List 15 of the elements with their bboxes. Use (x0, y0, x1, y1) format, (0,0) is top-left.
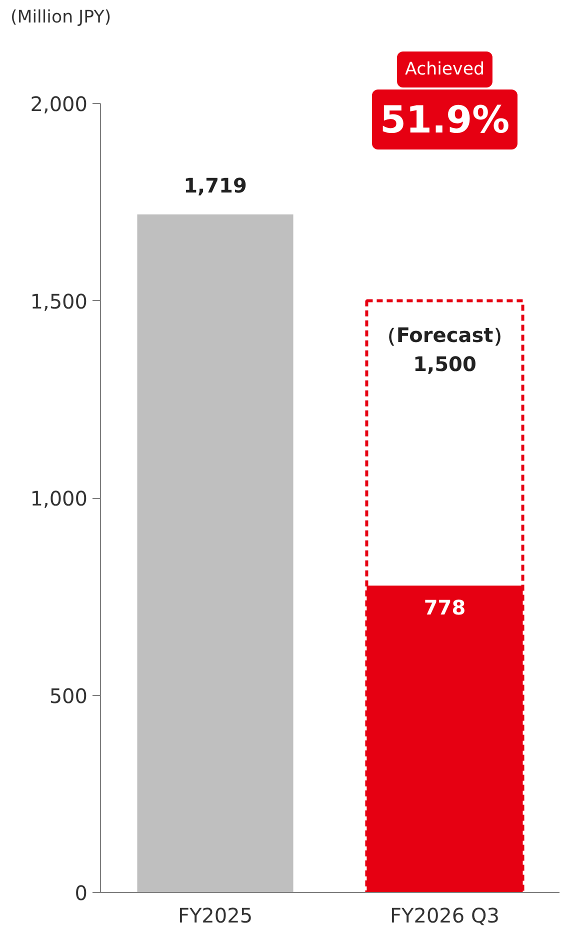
text: Achieved (405, 60, 484, 80)
y-tick-label: 0 (74, 881, 88, 905)
bar (365, 299, 524, 892)
data-label: 1,719 (184, 173, 247, 198)
x-tick-label: FY2026 Q3 (390, 904, 500, 928)
annotation: 51.9% (380, 98, 510, 142)
x-tick-label: FY2025 (178, 904, 253, 928)
data-label: 778 (424, 596, 466, 620)
y-tick-label: 1,500 (30, 289, 88, 314)
y-tick-label: 1,000 (30, 486, 88, 511)
y-tick-label: 500 (49, 684, 88, 708)
series-label: （Forecast） (376, 322, 514, 347)
y-tick-label: 2,000 (30, 92, 88, 116)
data-label: 1,500 (413, 352, 476, 376)
y-axis-title: (Million JPY) (10, 8, 112, 28)
